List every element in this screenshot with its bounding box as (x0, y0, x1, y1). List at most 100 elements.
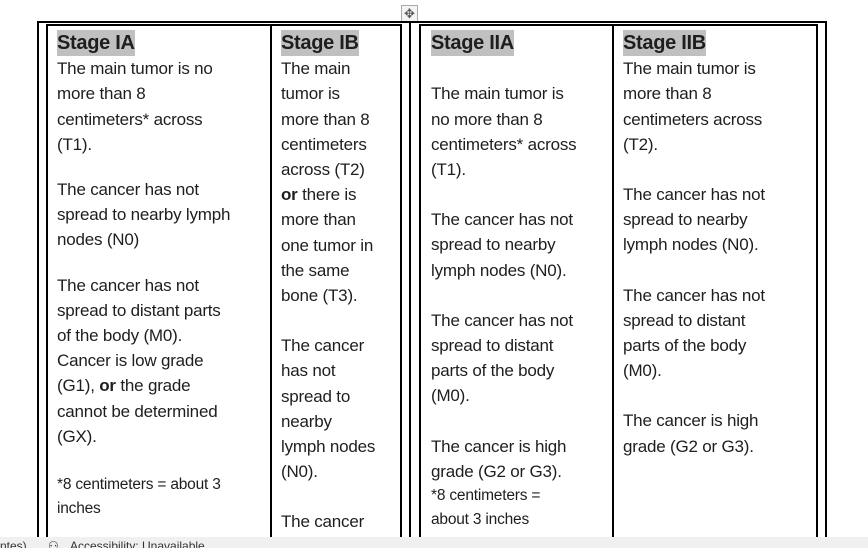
stage-heading: Stage IIB (623, 30, 706, 56)
text-line: The cancer is high (623, 411, 759, 431)
text-line: spread to distant (623, 310, 746, 330)
cell-stage-ib[interactable]: Stage IB The main tumor is more than 8 centi… (281, 30, 375, 535)
footnote: *8 centimeters = about 3 inches (431, 484, 576, 532)
cell-stage-iia[interactable]: Stage IIA The main tumor is no more than … (431, 30, 577, 532)
text-line: The main tumor is (431, 84, 564, 104)
text-line: Cancer is low grade (57, 351, 204, 371)
text: there is (297, 185, 357, 205)
inner-table-1-left (46, 24, 48, 537)
accessibility-icon: ⚇ (48, 539, 59, 548)
paragraph: The cancer has not spread to distant parts… (623, 283, 765, 384)
paragraph: The cancer has not spread to nearby lymph … (431, 207, 576, 283)
text-line: The cancer has not (431, 210, 573, 230)
text-line: The cancer has not (431, 310, 573, 330)
text-line: (T2). (623, 134, 658, 154)
cell-stage-iib[interactable]: Stage IIB The main tumor is more than 8 cen… (623, 30, 765, 459)
stage-heading: Stage IIA (431, 30, 514, 56)
text-line: the same (281, 260, 350, 280)
text-line: spread to nearby (623, 210, 748, 230)
stage-heading: Stage IA (57, 30, 135, 56)
text-line: (M0). (431, 386, 470, 406)
text-line: spread to nearby lymph (57, 205, 231, 225)
text-line: parts of the body (623, 336, 747, 356)
text-line: grade (G2 or G3). (623, 436, 754, 456)
inner-table-2-left (419, 24, 421, 537)
text-line: centimeters across (623, 109, 763, 129)
status-bar: ntes) ⚇ Accessibility: Unavailable (0, 537, 868, 548)
outer-table-column-divider (409, 21, 411, 537)
text-line: lymph nodes (N0). (623, 235, 759, 255)
text-line (431, 56, 576, 81)
text-line: (N0). (281, 462, 318, 482)
bold-text: or (99, 376, 116, 396)
text-line: The main (281, 59, 351, 79)
text-line: grade (G2 or G3). (431, 461, 562, 481)
inner-table-2-right (816, 24, 818, 537)
paragraph: The main tumor is no more than 8 centimete… (431, 81, 577, 182)
text-line: (GX). (57, 426, 97, 446)
inner-table-2-divider (612, 24, 614, 537)
text-line: more than (281, 210, 356, 230)
text-line: spread to nearby (431, 235, 556, 255)
text-line: *8 centimeters = (431, 487, 541, 505)
text-line: lymph nodes (N0). (431, 260, 567, 280)
text-line: (G1), or the grade (57, 373, 230, 398)
text-line: nodes (N0) (57, 230, 140, 250)
text-line: The cancer has not (57, 180, 199, 200)
status-left-text: ntes) (0, 539, 27, 548)
text-line: spread to (281, 386, 351, 406)
paragraph: The cancer has not spread to nearby lymph … (623, 182, 765, 258)
text-line: (T1). (431, 160, 466, 180)
bold-text: or (281, 185, 298, 205)
text-line: The cancer is high (431, 436, 567, 456)
paragraph: The cancer (281, 509, 375, 534)
text-line: bone (T3). (281, 286, 358, 306)
text-line: cannot be determined (57, 401, 218, 421)
text-line: one tumor in (281, 235, 374, 255)
text-line: more than 8 (281, 109, 370, 129)
paragraph: The cancer is high grade (G2 or G3). (431, 434, 576, 484)
text-line: centimeters* across (57, 109, 203, 129)
text-line: more than 8 (57, 84, 146, 104)
outer-table-border-top (37, 21, 827, 23)
text-line: inches (57, 500, 101, 518)
text-line: *8 centimeters = about 3 (57, 476, 221, 494)
paragraph (431, 56, 576, 81)
paragraph: The cancer has not spread to nearby lymph… (57, 177, 230, 253)
text: (G1), (57, 376, 100, 396)
text-line: no more than 8 (431, 109, 543, 129)
text-line: The main tumor is (623, 59, 756, 79)
inner-table-1-top (46, 24, 402, 26)
text-line: The cancer (281, 336, 365, 356)
cell-stage-ia[interactable]: Stage IA The main tumor is no more than 8 c… (57, 30, 230, 521)
footnote: *8 centimeters = about 3 inches (57, 473, 230, 521)
text-line: across (T2) (281, 160, 365, 180)
paragraph: The main tumor is more than 8 centimeters ac… (281, 56, 375, 308)
text-line: or there is (281, 182, 375, 207)
text-line: (T1). (57, 134, 92, 154)
text-line: nearby (281, 411, 332, 431)
paragraph: The cancer has not spread to distant parts… (431, 308, 576, 409)
paragraph: The cancer has not spread to nearby lymph no… (281, 333, 375, 484)
text-line: The main tumor is no (57, 59, 213, 79)
text-line: The cancer has not (57, 275, 199, 295)
text-line: (M0). (623, 361, 662, 381)
text-line: spread to distant (431, 336, 554, 356)
text-line: tumor is (281, 84, 340, 104)
paragraph: The cancer is high grade (G2 or G3). (623, 408, 765, 458)
paragraph: The main tumor is more than 8 centimeters … (623, 56, 765, 157)
paragraph: The main tumor is no more than 8 centimete… (57, 56, 230, 157)
text-line: about 3 inches (431, 511, 530, 529)
text: the grade (115, 376, 191, 396)
paragraph: Cancer is low grade (G1), or the grade can… (57, 348, 230, 449)
accessibility-status[interactable]: Accessibility: Unavailable (70, 539, 205, 548)
text-line: more than 8 (623, 84, 712, 104)
text-line: has not (281, 361, 336, 381)
text-line: lymph nodes (281, 437, 376, 457)
text-line: The cancer has not (623, 185, 765, 205)
outer-table-border-left (37, 21, 39, 537)
table-move-handle-icon[interactable]: ✥ (401, 5, 418, 22)
text-line: centimeters (281, 134, 367, 154)
paragraph: The cancer has not spread to distant part… (57, 273, 230, 349)
text-line: The cancer has not (623, 285, 765, 305)
